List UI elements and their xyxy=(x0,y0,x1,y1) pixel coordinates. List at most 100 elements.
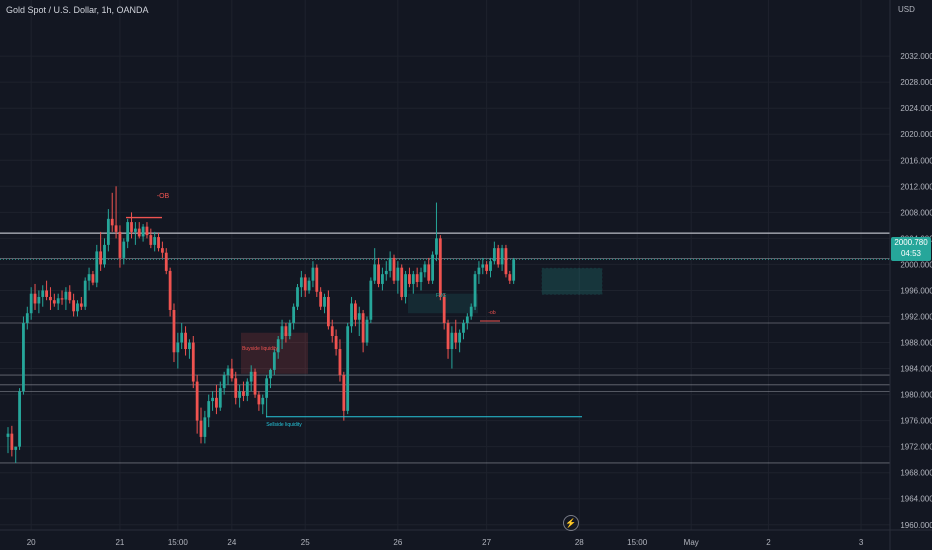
candle xyxy=(481,257,485,275)
candle xyxy=(91,270,95,286)
candle xyxy=(64,287,68,310)
candle-body xyxy=(168,270,172,310)
candles xyxy=(6,186,516,463)
candle xyxy=(269,368,272,389)
candle-body xyxy=(45,290,48,297)
candle-body xyxy=(326,296,330,327)
candle xyxy=(130,212,133,239)
candle xyxy=(238,384,241,408)
candle xyxy=(357,306,361,337)
candle-body xyxy=(79,303,83,307)
candle-body xyxy=(137,228,141,237)
y-tick-label: 2024.000 xyxy=(900,104,932,113)
candle xyxy=(161,241,164,258)
candle xyxy=(14,446,18,463)
candle xyxy=(284,322,288,343)
candle xyxy=(384,261,388,281)
candle xyxy=(381,267,384,291)
candle xyxy=(296,283,299,310)
candle-body xyxy=(489,261,492,271)
candle xyxy=(272,349,276,376)
candle-body xyxy=(180,332,184,343)
lightning-bolt-icon[interactable]: ⚡ xyxy=(563,515,579,531)
candle-body xyxy=(172,309,176,353)
candle xyxy=(253,368,257,398)
candle xyxy=(180,322,184,350)
candle xyxy=(400,264,404,301)
candle-body xyxy=(199,420,203,437)
candle xyxy=(323,293,326,314)
candle-body xyxy=(462,322,465,333)
candle xyxy=(326,290,330,330)
candle-body xyxy=(145,226,149,236)
x-tick-label: 2 xyxy=(766,538,771,547)
candle xyxy=(311,261,315,288)
candle xyxy=(392,254,396,284)
candle xyxy=(118,225,122,268)
candle-body xyxy=(303,277,307,291)
candle-body xyxy=(330,326,334,337)
candle-body xyxy=(242,391,245,396)
candle-body xyxy=(423,264,427,273)
candle-body xyxy=(427,264,431,281)
candle xyxy=(396,261,400,294)
fvg-box-right xyxy=(541,267,603,295)
y-tick-label: 1968.000 xyxy=(900,469,932,478)
candle-body xyxy=(184,332,187,350)
candle xyxy=(473,270,477,310)
candle-body xyxy=(215,397,218,408)
candle-body xyxy=(103,244,106,265)
x-tick-label: 20 xyxy=(27,538,36,547)
candle-body xyxy=(245,381,249,396)
chart-title: Gold Spot / U.S. Dollar, 1h, OANDA xyxy=(6,5,149,15)
candle xyxy=(60,290,64,305)
candle xyxy=(280,319,284,350)
candle xyxy=(415,267,419,288)
candle xyxy=(133,222,137,245)
candle xyxy=(350,296,353,333)
candle-body xyxy=(504,248,508,275)
candle-body xyxy=(218,388,222,408)
candle-body xyxy=(118,231,122,258)
candle-body xyxy=(342,375,346,411)
candle xyxy=(303,274,307,297)
candle xyxy=(408,267,411,288)
y-tick-label: 1980.000 xyxy=(900,391,932,400)
candle xyxy=(49,287,52,310)
candle xyxy=(22,316,25,395)
chart-grid xyxy=(0,0,890,530)
candle-body xyxy=(76,303,79,312)
candle xyxy=(315,264,319,297)
x-tick-label: 28 xyxy=(575,538,584,547)
candle xyxy=(292,303,296,330)
annotation-labels: -OB Buyside liquidity Sellside liquidity FV… xyxy=(126,193,582,428)
candle-body xyxy=(350,303,353,327)
candle-body xyxy=(49,296,52,301)
currency-label[interactable]: USD xyxy=(898,5,915,14)
candle-body xyxy=(388,257,392,271)
candle xyxy=(41,285,45,307)
y-tick-label: 1984.000 xyxy=(900,365,932,374)
candle xyxy=(153,231,157,252)
candle xyxy=(45,280,48,301)
candle-body xyxy=(346,326,350,411)
y-tick-label: 2008.000 xyxy=(900,208,932,217)
candle xyxy=(211,391,214,411)
candle xyxy=(226,365,230,385)
candle-body xyxy=(450,332,454,350)
candle-body xyxy=(68,291,72,301)
candle-body xyxy=(319,291,323,307)
candle-body xyxy=(249,371,253,382)
candle xyxy=(168,267,172,317)
y-tick-label: 2012.000 xyxy=(900,182,932,191)
candle-body xyxy=(14,446,18,450)
candle xyxy=(446,319,450,359)
x-tick-label: 26 xyxy=(393,538,402,547)
candle-body xyxy=(419,272,423,282)
candle xyxy=(29,287,33,320)
candle xyxy=(10,425,14,457)
candle-body xyxy=(334,336,338,350)
candle xyxy=(435,202,438,262)
candle xyxy=(137,222,141,239)
